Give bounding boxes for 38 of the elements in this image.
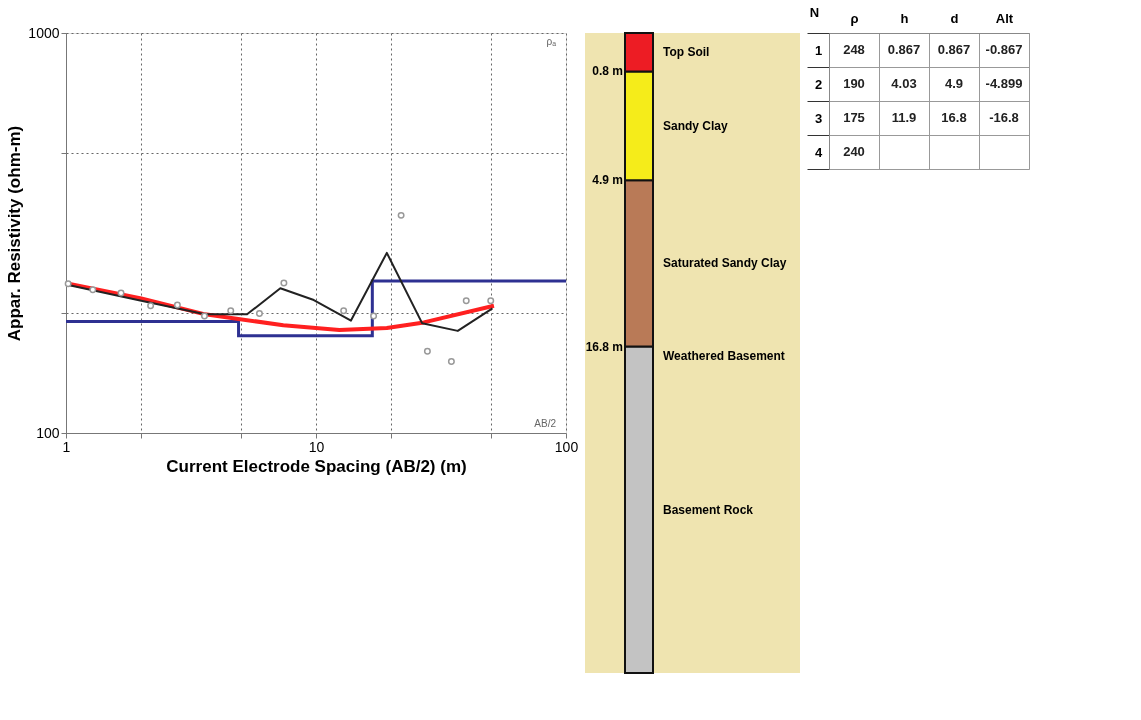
data-label: 190 [843, 76, 865, 91]
data-label: 175 [843, 110, 865, 125]
text: 4.9 m [592, 173, 623, 188]
data-label: 248 [843, 42, 865, 57]
x-tick-label: 1 [62, 438, 71, 455]
data-label: -16.8 [989, 110, 1019, 125]
y-tick-label: 2 [814, 76, 823, 92]
text: Weathered Basement [663, 348, 785, 363]
text: 0.8 m [592, 64, 623, 79]
data-label: 240 [843, 144, 865, 159]
y-tick-label: 3 [814, 110, 823, 126]
data-label: 0.867 [887, 42, 921, 57]
series-label: Sandy Clay [663, 118, 729, 133]
data-label: -4.899 [985, 76, 1023, 91]
series-label: Top Soil [663, 45, 710, 60]
y-tick-label: 1 [814, 42, 823, 58]
y-tick-label: 1000 [28, 24, 60, 41]
x-tick-label: 10 [308, 438, 325, 455]
series-label: Saturated Sandy Clay [663, 256, 787, 271]
series-label: Basement Rock [663, 502, 754, 517]
annotation: AB/2 [534, 418, 557, 429]
y-axis-title: Appar. Resistivity (ohm-m) [5, 125, 25, 342]
data-label: 0.867 [937, 42, 971, 57]
x-tick-label: d [950, 10, 959, 26]
data-label: 11.9 [891, 110, 917, 125]
data-label: 4.03 [891, 76, 917, 91]
x-tick-label: ρ [850, 10, 859, 26]
data-label: -0.867 [985, 42, 1023, 57]
annotation: ρₐ [546, 36, 557, 47]
x-tick-label: h [900, 10, 909, 26]
x-axis-title: Current Electrode Spacing (AB/2) (m) [166, 456, 467, 476]
x-tick-label: 100 [554, 438, 579, 455]
data-label: 16.8 [941, 110, 967, 125]
data-label: 4.9 [944, 76, 964, 91]
y-tick-label: 4 [814, 144, 823, 160]
x-tick-label: Alt [995, 10, 1014, 26]
y-axis-title: N [809, 4, 820, 20]
text: 16.8 m [585, 339, 623, 354]
